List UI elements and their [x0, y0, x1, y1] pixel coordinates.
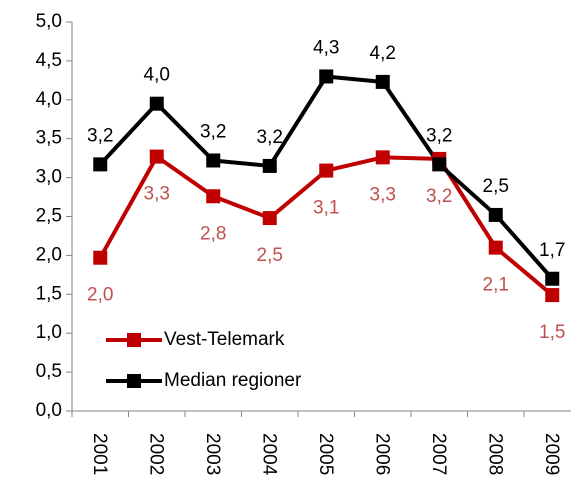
- y-tick-label: 4,0: [36, 89, 62, 110]
- y-tick-label: 0,0: [36, 400, 62, 421]
- data-label: 2,1: [483, 275, 509, 296]
- data-label: 2,5: [257, 245, 283, 266]
- x-tick-label: 2002: [146, 433, 167, 475]
- legend-marker: [127, 333, 141, 347]
- x-tick-label: 2001: [89, 433, 110, 475]
- marker: [319, 163, 334, 178]
- y-tick-label: 2,0: [36, 244, 62, 265]
- legend-label: Median regioner: [164, 370, 302, 391]
- marker: [93, 157, 108, 172]
- marker: [206, 189, 221, 204]
- marker: [545, 288, 560, 303]
- data-label: 3,2: [200, 121, 226, 142]
- data-label: 4,2: [370, 43, 396, 64]
- x-tick-label: 2006: [372, 433, 393, 475]
- data-label: 4,0: [144, 65, 170, 86]
- marker: [488, 207, 503, 222]
- y-tick-label: 4,5: [36, 50, 62, 71]
- data-label: 4,3: [313, 37, 339, 58]
- data-label: 1,7: [539, 240, 565, 261]
- y-tick-label: 2,5: [36, 206, 62, 227]
- marker: [149, 96, 164, 111]
- y-tick-label: 3,0: [36, 167, 62, 188]
- data-label: 2,0: [87, 285, 113, 306]
- data-label: 3,3: [370, 184, 396, 205]
- marker: [93, 250, 108, 265]
- data-label: 3,2: [87, 125, 113, 146]
- marker: [488, 240, 503, 255]
- data-label: 2,8: [200, 223, 226, 244]
- data-label: 3,3: [144, 184, 170, 205]
- data-label: 3,1: [313, 198, 339, 219]
- marker: [432, 157, 447, 172]
- marker: [375, 150, 390, 165]
- legend-label: Vest-Telemark: [164, 329, 285, 350]
- data-label: 3,2: [426, 125, 452, 146]
- x-tick-label: 2004: [259, 433, 280, 476]
- marker: [262, 211, 277, 226]
- legend-marker: [127, 374, 141, 388]
- data-label: 1,5: [539, 322, 565, 343]
- data-label: 2,5: [483, 176, 509, 197]
- x-tick-label: 2005: [315, 433, 336, 475]
- y-tick-label: 3,5: [36, 128, 62, 149]
- y-tick-label: 1,5: [36, 283, 62, 304]
- x-tick-label: 2007: [428, 433, 449, 475]
- x-tick-label: 2008: [485, 433, 506, 475]
- marker: [319, 69, 334, 84]
- y-tick-label: 0,5: [36, 361, 62, 382]
- marker: [375, 74, 390, 89]
- marker: [262, 158, 277, 173]
- marker: [206, 153, 221, 168]
- data-label: 3,2: [426, 186, 452, 207]
- marker: [149, 149, 164, 164]
- data-label: 3,2: [257, 127, 283, 148]
- x-tick-label: 2009: [541, 433, 562, 475]
- marker: [545, 271, 560, 286]
- y-tick-label: 1,0: [36, 322, 62, 343]
- y-tick-label: 5,0: [36, 11, 62, 32]
- x-tick-label: 2003: [202, 433, 223, 475]
